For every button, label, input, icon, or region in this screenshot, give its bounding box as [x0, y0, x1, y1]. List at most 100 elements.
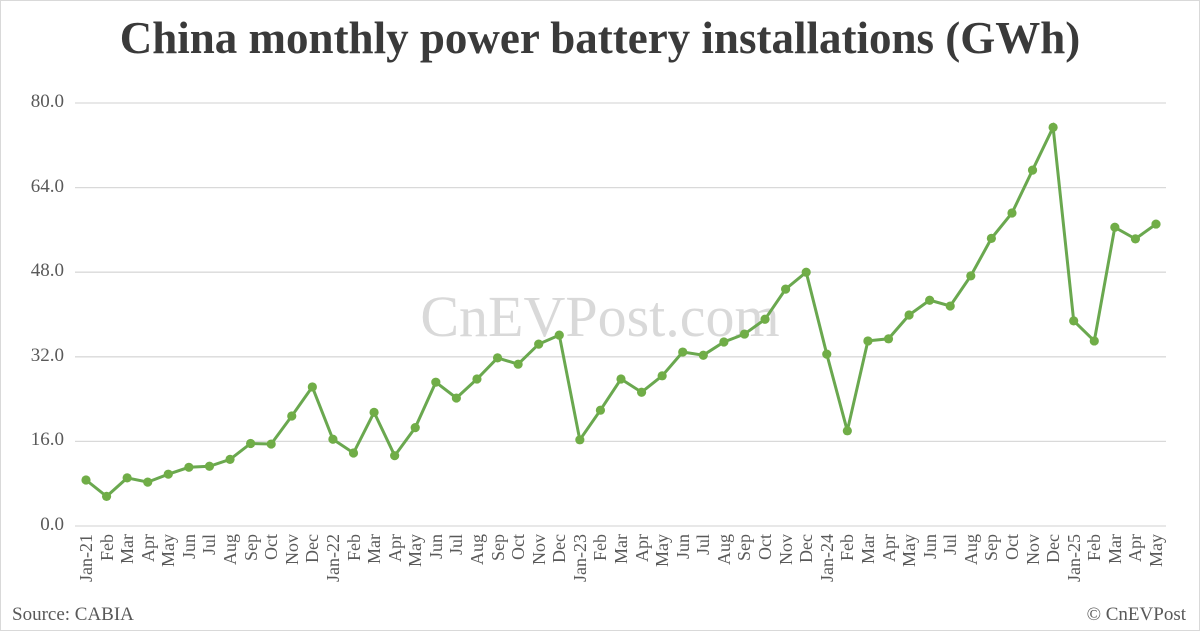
- x-tick-label: Jan-22: [322, 534, 343, 582]
- data-point: [822, 349, 832, 359]
- watermark: CnEVPost.com: [420, 284, 779, 349]
- y-tick-label: 64.0: [30, 175, 64, 197]
- data-point: [616, 374, 626, 384]
- data-point: [534, 339, 544, 349]
- x-tick-label: Mar: [611, 534, 631, 564]
- x-tick-label: Mar: [364, 534, 385, 564]
- data-point: [410, 423, 420, 433]
- x-tick-label: Nov: [528, 534, 549, 565]
- x-tick-label: Sep: [981, 534, 1002, 561]
- x-tick-label: Apr: [878, 534, 899, 562]
- gridlines: [75, 102, 1166, 527]
- x-tick-label: Dec: [1043, 534, 1064, 563]
- data-point: [657, 371, 667, 381]
- x-tick-label: Jul: [199, 533, 220, 555]
- data-point: [925, 295, 935, 305]
- data-point: [328, 434, 338, 444]
- data-point: [842, 426, 852, 436]
- data-point: [81, 475, 91, 485]
- data-point: [101, 491, 112, 501]
- y-tick-label: 48.0: [30, 260, 64, 282]
- data-point: [163, 469, 173, 479]
- x-tick-label: Feb: [96, 534, 117, 561]
- x-tick-label: May: [405, 534, 426, 567]
- data-point: [575, 435, 585, 445]
- data-point: [225, 454, 235, 464]
- data-point: [636, 387, 647, 397]
- data-point: [472, 374, 482, 384]
- data-point: [904, 310, 914, 320]
- data-point: [1089, 336, 1099, 346]
- source-label: Source: CABIA: [12, 604, 134, 625]
- data-point: [595, 405, 606, 415]
- x-tick-label: Nov: [281, 534, 302, 565]
- data-point: [184, 462, 194, 472]
- x-tick-label: May: [1146, 534, 1166, 567]
- x-tick-label: Dec: [796, 534, 817, 563]
- data-point: [348, 448, 359, 458]
- data-point: [698, 350, 708, 360]
- x-tick-label: Sep: [734, 534, 755, 561]
- data-point: [287, 411, 297, 421]
- x-tick-label: Jun: [178, 533, 199, 559]
- data-point: [492, 353, 503, 363]
- data-point: [986, 233, 996, 243]
- x-tick-label: Apr: [1125, 534, 1146, 562]
- x-tick-label: Oct: [261, 534, 282, 560]
- y-tick-label: 80.0: [30, 91, 64, 112]
- x-tick-label: May: [899, 534, 920, 567]
- x-tick-label: Feb: [343, 534, 364, 561]
- data-point: [513, 359, 523, 369]
- data-point: [678, 347, 688, 357]
- x-tick-label: Dec: [549, 534, 570, 563]
- data-point: [1110, 222, 1120, 232]
- x-tick-label: Jan-21: [76, 534, 96, 582]
- data-point: [863, 336, 873, 346]
- data-point: [143, 477, 153, 487]
- data-point: [966, 271, 976, 281]
- data-point: [246, 438, 256, 449]
- x-tick-label: Sep: [487, 534, 508, 561]
- data-point: [1027, 165, 1038, 175]
- x-tick-label: Aug: [960, 534, 981, 565]
- x-tick-label: Jul: [693, 533, 714, 555]
- x-tick-label: Mar: [1104, 534, 1125, 564]
- x-tick-label: May: [158, 534, 179, 567]
- x-tick-label: Apr: [137, 534, 158, 562]
- x-tick-label: Nov: [1022, 534, 1043, 565]
- x-tick-label: Apr: [631, 534, 652, 562]
- y-tick-label: 0.0: [40, 514, 64, 535]
- data-point: [307, 382, 317, 392]
- x-tick-label: Jan-23: [569, 534, 590, 582]
- x-tick-label: Oct: [755, 534, 776, 560]
- data-point: [1130, 234, 1141, 244]
- x-tick-label: Jul: [446, 533, 467, 555]
- x-tick-label: Feb: [590, 534, 611, 561]
- x-tick-label: Jun: [672, 533, 693, 559]
- chart-title: China monthly power battery installation…: [119, 13, 1081, 63]
- data-point: [739, 329, 750, 339]
- data-point: [266, 439, 276, 449]
- data-point: [883, 334, 894, 344]
- data-point: [204, 461, 215, 471]
- credit-label: © CnEVPost: [1086, 604, 1186, 625]
- x-tick-label: Apr: [384, 534, 405, 562]
- x-tick-label: Aug: [220, 534, 241, 565]
- data-point: [122, 473, 132, 483]
- data-point: [781, 284, 791, 294]
- y-tick-label: 32.0: [30, 344, 64, 366]
- x-tick-label: Jun: [425, 533, 446, 559]
- x-tick-label: Feb: [1084, 534, 1105, 561]
- x-tick-label: Oct: [508, 534, 529, 560]
- data-point: [1151, 219, 1161, 229]
- data-point: [451, 393, 461, 403]
- data-point: [554, 330, 564, 340]
- data-point: [801, 267, 811, 277]
- x-tick-label: Jan-25: [1063, 534, 1084, 582]
- x-tick-label: Sep: [240, 534, 261, 561]
- x-tick-label: Jan-24: [816, 534, 837, 582]
- x-tick-label: Jun: [919, 533, 940, 559]
- data-markers: [81, 122, 1161, 501]
- x-tick-label: Oct: [1001, 534, 1022, 560]
